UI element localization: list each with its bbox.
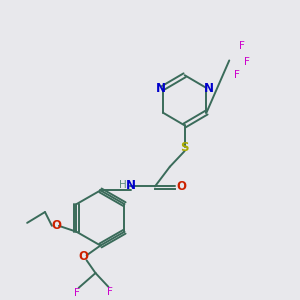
- Text: N: N: [203, 82, 214, 94]
- Text: H: H: [119, 181, 127, 190]
- Text: O: O: [79, 250, 88, 263]
- Text: N: N: [156, 82, 166, 94]
- Text: F: F: [74, 288, 80, 298]
- Text: O: O: [51, 219, 61, 232]
- Text: O: O: [177, 180, 187, 193]
- Text: F: F: [239, 41, 245, 51]
- Text: F: F: [234, 70, 240, 80]
- Text: F: F: [107, 287, 113, 297]
- Text: S: S: [180, 141, 189, 154]
- Text: F: F: [244, 57, 250, 68]
- Text: N: N: [126, 179, 136, 192]
